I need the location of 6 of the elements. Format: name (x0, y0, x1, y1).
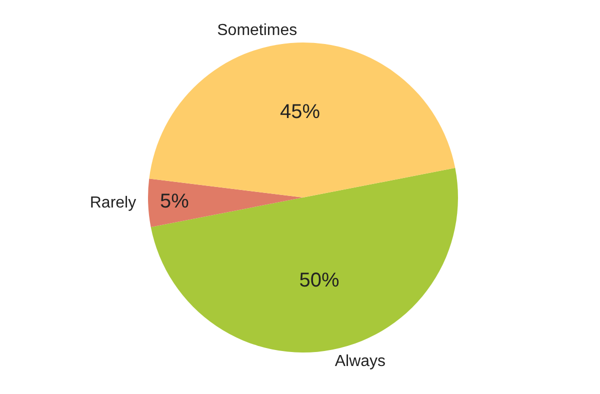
slice-label: Sometimes (217, 22, 298, 40)
slice-label: Rarely (90, 194, 136, 212)
data-label: 50% (299, 270, 340, 292)
slice-label: Always (334, 352, 386, 370)
data-label: 45% (280, 100, 320, 123)
data-label: 5% (160, 190, 190, 213)
